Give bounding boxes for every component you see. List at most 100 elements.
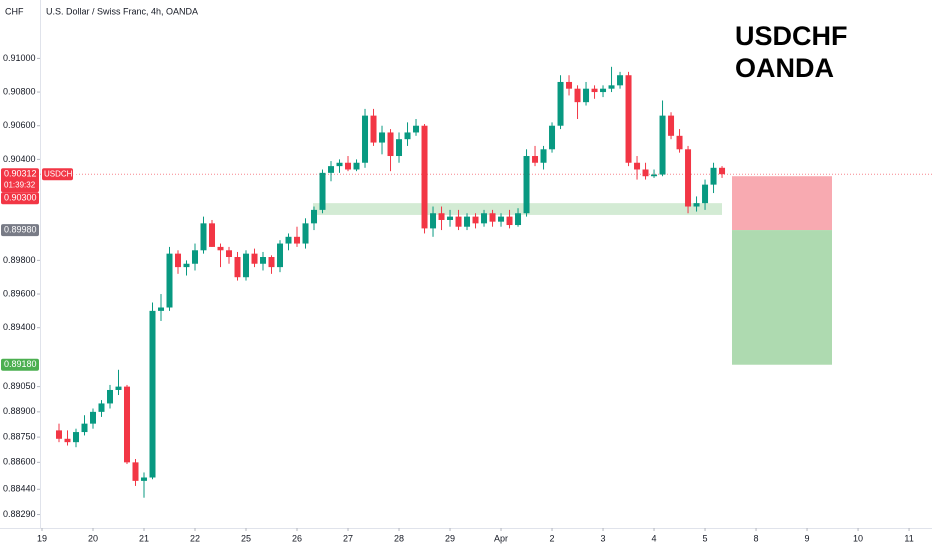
x-tick-label: 25 [241,533,251,543]
x-tick-label: 22 [190,533,200,543]
y-tick-label: 0.90600 [3,120,36,130]
stop-zone [732,176,832,231]
candle-body [217,246,224,251]
current-price-tag [1,168,39,193]
candle-body [328,166,335,173]
y-tick-label: 0.88600 [3,457,36,467]
candle-body [55,430,62,439]
x-tick-label: 11 [904,533,913,543]
candle-body [396,139,403,157]
candle-body [549,125,556,150]
candle-body [489,213,496,222]
candle-body [659,115,666,175]
candle-body [447,216,454,220]
candle-body [455,216,462,227]
candle-body [311,209,318,224]
chart-title: U.S. Dollar / Swiss Franc, 4h, OANDA [46,6,198,16]
candle-body [72,432,79,443]
stop-tag [1,192,39,205]
candle-body [600,88,607,93]
candle-body [124,386,131,463]
candle-body [498,216,505,222]
candle-body [566,81,573,89]
x-tick-label: 8 [754,533,759,543]
candle-body [345,162,352,170]
candle-body [710,167,717,185]
candle-body [115,386,122,390]
candle-body [175,253,182,268]
candle-body [668,115,675,136]
countdown: 01:39:32 [4,180,36,189]
candle-body [251,253,258,264]
candle-body [200,223,207,251]
y-tick-label: 0.91000 [3,53,36,63]
x-tick-label: 26 [292,533,302,543]
y-tick-label: 0.89800 [3,255,36,265]
candle-body [523,156,530,214]
candle-body [557,81,564,126]
y-tick-label: 0.89400 [3,322,36,332]
candle-body [209,223,216,247]
candle-body [362,115,369,163]
candle-body [625,75,632,163]
candle-body [166,253,173,308]
candle-body [336,162,343,167]
candle-body [90,411,97,424]
target-label: 0.89180 [4,359,37,369]
candle-body [719,167,726,175]
y-tick-label: 0.89600 [3,288,36,298]
candle-body [353,162,360,170]
x-tick-label: 4 [652,533,657,543]
candle-body [243,253,250,278]
x-tick-label: 2 [550,533,555,543]
candle-body [319,172,326,210]
candle-body [651,174,658,177]
symbol-tag-label: USDCHF [44,169,77,178]
candle-body [370,115,377,143]
candle-body [277,243,284,268]
target-tag [1,358,39,371]
candle-body [81,423,88,433]
stop-label: 0.90300 [4,193,37,203]
target-zone [732,230,832,365]
candle-body [532,156,539,163]
x-tick-label: 27 [343,533,353,543]
candle-body [693,203,700,207]
candle-body [98,403,105,412]
candle-body [634,162,641,170]
candle-body [506,216,513,226]
candle-body [379,132,386,143]
candle-body [268,257,275,268]
candle-body [642,169,649,177]
x-tick-label: 9 [805,533,810,543]
x-tick-label: 5 [703,533,708,543]
candle-body [685,149,692,207]
candle-body [387,132,394,157]
candle-body [702,184,709,204]
y-tick-label: 0.88750 [3,431,36,441]
candle-body [149,310,156,478]
candle-body [540,149,547,163]
candle-body [515,213,522,226]
x-tick-label: 10 [853,533,863,543]
y-tick-label: 0.90400 [3,154,36,164]
candle-body [464,216,471,227]
candle-body [260,257,267,264]
candle-body [617,75,624,86]
candle-body [107,389,114,404]
x-tick-label: 3 [601,533,606,543]
candle-body [608,85,615,89]
candle-body [574,88,581,103]
entry-label: 0.89980 [4,224,37,234]
y-tick-label: 0.88900 [3,406,36,416]
candle-body [413,125,420,133]
candle-body [438,213,445,220]
entry-tag [1,224,39,237]
candle-body [234,257,241,278]
x-tick-label: 29 [445,533,455,543]
candle-body [583,88,590,103]
candle-body [676,135,683,150]
candle-body [64,438,71,443]
